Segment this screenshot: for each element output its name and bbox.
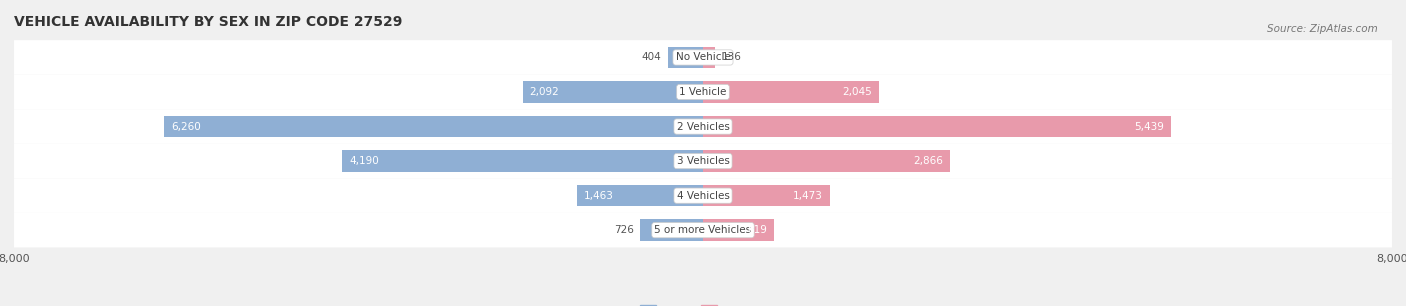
Bar bbox=[703, 81, 879, 103]
Text: 5 or more Vehicles: 5 or more Vehicles bbox=[654, 225, 752, 235]
Text: 2 Vehicles: 2 Vehicles bbox=[676, 121, 730, 132]
Bar bbox=[342, 150, 703, 172]
Legend: Male, Female: Male, Female bbox=[636, 301, 770, 306]
FancyBboxPatch shape bbox=[14, 109, 1392, 144]
Text: 6,260: 6,260 bbox=[170, 121, 201, 132]
Bar bbox=[703, 116, 1171, 137]
FancyBboxPatch shape bbox=[14, 178, 1392, 213]
Bar bbox=[668, 47, 703, 68]
Text: 2,045: 2,045 bbox=[842, 87, 872, 97]
Text: 4,190: 4,190 bbox=[349, 156, 378, 166]
Text: 1 Vehicle: 1 Vehicle bbox=[679, 87, 727, 97]
FancyBboxPatch shape bbox=[14, 75, 1392, 109]
Bar bbox=[703, 47, 714, 68]
Text: 136: 136 bbox=[721, 52, 741, 62]
Bar bbox=[703, 185, 830, 206]
FancyBboxPatch shape bbox=[14, 40, 1392, 75]
Text: 2,866: 2,866 bbox=[912, 156, 943, 166]
Text: 726: 726 bbox=[613, 225, 634, 235]
Text: 1,463: 1,463 bbox=[583, 191, 614, 201]
Text: 819: 819 bbox=[747, 225, 766, 235]
Text: 404: 404 bbox=[641, 52, 661, 62]
Text: 4 Vehicles: 4 Vehicles bbox=[676, 191, 730, 201]
Bar bbox=[165, 116, 703, 137]
Text: 1,473: 1,473 bbox=[793, 191, 823, 201]
FancyBboxPatch shape bbox=[14, 144, 1392, 178]
Bar bbox=[641, 219, 703, 241]
Text: VEHICLE AVAILABILITY BY SEX IN ZIP CODE 27529: VEHICLE AVAILABILITY BY SEX IN ZIP CODE … bbox=[14, 15, 402, 28]
Bar bbox=[703, 219, 773, 241]
Text: 2,092: 2,092 bbox=[530, 87, 560, 97]
Bar bbox=[523, 81, 703, 103]
Bar bbox=[703, 150, 950, 172]
Text: 3 Vehicles: 3 Vehicles bbox=[676, 156, 730, 166]
Bar bbox=[576, 185, 703, 206]
Text: 5,439: 5,439 bbox=[1135, 121, 1164, 132]
Text: Source: ZipAtlas.com: Source: ZipAtlas.com bbox=[1267, 24, 1378, 35]
FancyBboxPatch shape bbox=[14, 213, 1392, 248]
Text: No Vehicle: No Vehicle bbox=[675, 52, 731, 62]
